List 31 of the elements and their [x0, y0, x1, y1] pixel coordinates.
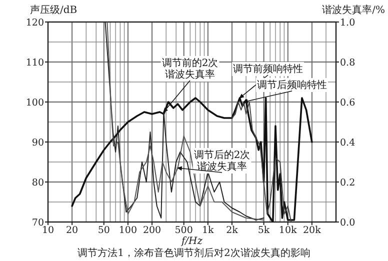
y2-axis-title: 谐波失真率/% — [322, 4, 385, 16]
x-tick-label: 5k — [258, 225, 270, 236]
y2-tick-label: 0.8 — [340, 58, 356, 68]
y2-tick-label: 0.4 — [340, 138, 356, 148]
y2-tick-label: 1.0 — [340, 18, 356, 28]
x-tick-label: 1k — [202, 225, 214, 236]
x-tick-label: 200 — [142, 225, 162, 236]
x-tick-label: 50 — [98, 225, 110, 236]
y-tick-label: 110 — [26, 58, 44, 68]
annotation: 调节前的2次谐波失真率 — [162, 57, 218, 80]
annotation: 调节后频响特性 — [257, 79, 327, 91]
x-tick-label: 10k — [278, 225, 298, 236]
y-tick-label: 90 — [32, 138, 44, 148]
text: 调节方法1，涂布音色调节剂后对2次谐波失真的影响 — [78, 247, 310, 259]
y-tick-label: 80 — [32, 178, 44, 188]
x-axis-title: f/Hz — [180, 236, 204, 247]
annotation: 调节后的2次谐波失真率 — [194, 149, 250, 172]
x-tick-label: 10 — [42, 225, 54, 236]
y2-tick-label: 0.6 — [340, 98, 356, 108]
x-tick-label: 20k — [303, 225, 322, 236]
x-tick-label: 100 — [118, 225, 138, 236]
y2-tick-label: 0.2 — [340, 178, 356, 188]
y-tick-label: 70 — [32, 218, 44, 228]
y-axis-title: 声压级/dB — [30, 4, 78, 16]
x-tick-label: 2k — [226, 225, 238, 236]
y2-tick-label: 0.0 — [340, 218, 356, 228]
annotation: 调节前频响特性 — [233, 63, 303, 75]
x-tick-label: 500 — [174, 225, 193, 236]
y-tick-label: 120 — [26, 18, 44, 28]
y-tick-label: 100 — [26, 98, 44, 108]
x-tick-label: 20 — [66, 225, 78, 236]
